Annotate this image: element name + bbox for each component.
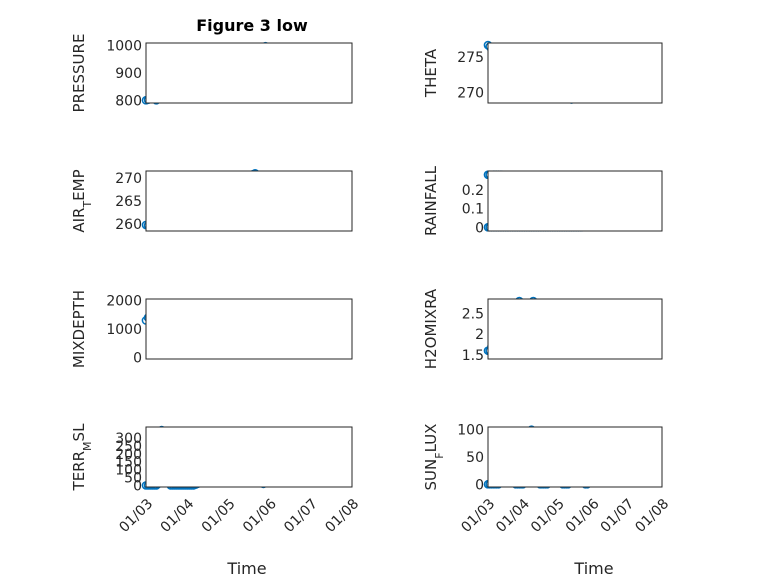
y-tick-label: 2.5 xyxy=(462,306,484,322)
y-tick-label: 50 xyxy=(466,450,484,466)
x-tick-label: 01/05 xyxy=(528,496,568,536)
y-axis-label-part: LUX xyxy=(422,424,440,453)
x-tick-label: 01/05 xyxy=(199,496,239,536)
y-tick-label: 50 xyxy=(124,471,142,487)
y-tick-label: 0 xyxy=(475,477,484,493)
subplot-air_temp: 260 265 270 AIRTEMP xyxy=(70,168,353,233)
axes-frame xyxy=(487,426,663,488)
axes-frame xyxy=(487,170,663,232)
y-tick-label: 270 xyxy=(457,85,484,101)
y-tick-label: 0.2 xyxy=(462,183,484,199)
y-axis-label-subscript: M xyxy=(81,441,94,451)
subplot-pressure: 800 900 1000 PRESSURE xyxy=(70,34,353,113)
y-tick-label: 100 xyxy=(115,463,142,479)
y-tick-label: 275 xyxy=(457,50,484,66)
y-tick-label: 0 xyxy=(133,351,142,367)
axes-frame xyxy=(145,426,353,488)
x-tick-label: 01/06 xyxy=(240,496,280,536)
x-tick-label: 01/07 xyxy=(281,496,321,536)
y-axis-label: AIRTEMP xyxy=(70,169,94,232)
x-axis-label: Time xyxy=(226,559,266,578)
x-tick-label: 01/08 xyxy=(322,496,362,536)
y-axis-label: SUNFLUX xyxy=(422,424,446,491)
subplot-rainfall: 0 0.1 0.2 RAINFALL xyxy=(422,165,663,236)
y-axis-label: RAINFALL xyxy=(422,165,440,236)
x-tick-label: 01/04 xyxy=(493,496,533,536)
y-axis-label-part: EMP xyxy=(70,169,88,200)
y-axis-label-subscript: F xyxy=(433,452,446,458)
y-tick-label: 1000 xyxy=(106,39,142,55)
x-tick-label: 01/06 xyxy=(563,496,603,536)
x-axis-label: Time xyxy=(573,559,613,578)
y-tick-label: 200 xyxy=(115,447,142,463)
x-tick-label: 01/07 xyxy=(598,496,638,536)
y-tick-label: 150 xyxy=(115,455,142,471)
subplot-mixdepth: 0 1000 2000 MIXDEPTH xyxy=(70,290,353,368)
y-axis-label-part: TERR xyxy=(70,451,88,492)
y-tick-label: 270 xyxy=(115,171,142,187)
y-tick-label: 2 xyxy=(475,327,484,343)
y-axis-label: H2OMIXRA xyxy=(422,288,440,369)
y-tick-label: 2000 xyxy=(106,293,142,309)
y-axis-label-part: SUN xyxy=(422,459,440,491)
axes-frame xyxy=(487,298,663,360)
y-axis-label-part: SL xyxy=(70,423,88,442)
y-tick-label: 260 xyxy=(115,217,142,233)
axes-frame xyxy=(145,298,353,360)
y-tick-label: 0 xyxy=(133,478,142,494)
x-tick-label: 01/03 xyxy=(116,496,156,536)
subplot-theta: 270 275 THETA xyxy=(422,40,663,104)
y-tick-label: 100 xyxy=(457,423,484,439)
y-tick-label: 0 xyxy=(475,220,484,236)
figure-title: Figure 3 low xyxy=(196,16,308,35)
y-axis-label: MIXDEPTH xyxy=(70,290,88,368)
subplot-h2omixra: 1.5 2 2.5 H2OMIXRA xyxy=(422,288,663,369)
x-tick-label: 01/03 xyxy=(458,496,498,536)
y-tick-label: 250 xyxy=(115,439,142,455)
y-tick-label: 1000 xyxy=(106,322,142,338)
y-axis-label: TERRMSL xyxy=(70,423,94,492)
y-tick-label: 265 xyxy=(115,194,142,210)
y-tick-label: 800 xyxy=(115,93,142,109)
y-tick-label: 0.1 xyxy=(462,202,484,218)
axes-frame xyxy=(145,42,353,104)
x-tick-label: 01/08 xyxy=(632,496,672,536)
axes-frame xyxy=(145,170,353,232)
y-tick-label: 900 xyxy=(115,66,142,82)
y-axis-label-subscript: T xyxy=(81,201,94,209)
y-tick-label: 300 xyxy=(115,431,142,447)
y-tick-label: 1.5 xyxy=(462,348,484,364)
x-tick-label: 01/04 xyxy=(158,496,198,536)
axes-frame xyxy=(487,42,663,104)
y-axis-label: THETA xyxy=(422,48,440,98)
y-axis-label-part: AIR xyxy=(70,208,88,233)
y-axis-label: PRESSURE xyxy=(70,34,88,113)
